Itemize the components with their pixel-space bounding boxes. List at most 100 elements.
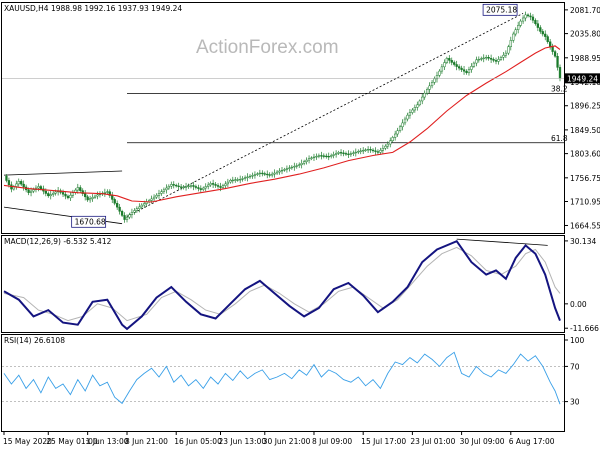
candle-body <box>307 158 311 161</box>
candle-body <box>391 137 394 141</box>
candle-body <box>349 153 353 155</box>
candle-body <box>231 179 234 182</box>
candle-body <box>120 211 124 216</box>
candle-body <box>44 190 47 194</box>
candle-body <box>197 187 200 189</box>
candle-body <box>253 174 257 176</box>
candle-body <box>278 170 281 173</box>
candle-body <box>539 27 542 32</box>
fib-level-label: 38.2 <box>551 84 568 93</box>
candle-body <box>549 41 552 48</box>
candle-body <box>91 197 94 199</box>
candle-body <box>507 46 510 54</box>
candle-body <box>480 58 483 60</box>
candle-body <box>52 192 55 195</box>
candle-body <box>29 190 33 193</box>
candle-body <box>556 55 559 68</box>
candle-body <box>111 195 114 200</box>
last-price-box <box>565 73 600 84</box>
candle-body <box>426 89 429 94</box>
candle-body <box>435 75 439 80</box>
candle-body <box>285 168 289 170</box>
candle-body <box>194 186 198 188</box>
candle-body <box>246 176 249 178</box>
candle-body <box>423 92 426 98</box>
candle-body <box>283 169 286 171</box>
candle-body <box>96 194 99 197</box>
candle-body <box>160 191 163 194</box>
candle-body <box>187 185 190 188</box>
candle-body <box>534 20 537 24</box>
macd-layer <box>3 238 561 331</box>
candle-body <box>256 173 259 175</box>
candle-body <box>445 58 448 63</box>
candle-body <box>347 153 350 155</box>
candle-body <box>305 159 308 162</box>
candle-body <box>175 184 178 187</box>
macd-y-tick-label: 0.00 <box>570 300 587 309</box>
low-label-box <box>71 215 107 228</box>
candle-body <box>337 152 340 154</box>
candle-body <box>504 52 508 56</box>
candle-body <box>546 36 549 43</box>
candle-body <box>482 57 485 59</box>
candle-body <box>327 155 330 158</box>
candle-body <box>155 195 158 198</box>
macd-y-tick-label: -11.666 <box>570 324 599 333</box>
candle-body <box>524 14 527 19</box>
candle-body <box>189 185 193 187</box>
candle-body <box>531 16 535 21</box>
candle-body <box>433 78 436 83</box>
candle-body <box>207 184 210 187</box>
macd-trend-line <box>456 238 548 246</box>
candle-body <box>519 20 522 26</box>
candle-body <box>167 185 170 189</box>
candle-body <box>118 206 121 212</box>
candle-body <box>20 181 23 185</box>
candle-body <box>211 183 215 185</box>
candle-body <box>315 155 318 158</box>
candle-body <box>172 184 175 186</box>
candle-body <box>251 175 254 177</box>
candle-body <box>502 54 505 58</box>
candle-body <box>199 188 202 190</box>
price-y-tick-label: 1988.95 <box>570 54 600 63</box>
candle-body <box>440 66 444 72</box>
candle-body <box>204 186 207 189</box>
candle-body <box>69 195 72 199</box>
candle-body <box>352 152 355 154</box>
candle-body <box>334 153 338 155</box>
candle-body <box>536 23 540 28</box>
candle-body <box>512 33 515 41</box>
candle-body <box>416 104 419 108</box>
candle-body <box>413 107 416 111</box>
candle-body <box>125 216 129 220</box>
candle-body <box>317 155 321 157</box>
candle-body <box>396 130 399 135</box>
candle-body <box>27 189 30 193</box>
candle-body <box>226 181 230 185</box>
x-tick-label: 8 Jun 21:00 <box>125 437 168 446</box>
x-tick-label: 8 Jul 09:00 <box>312 437 352 446</box>
candle-body <box>411 109 414 113</box>
rsi-y-tick-label: 30 <box>570 398 580 407</box>
candle-body <box>263 173 266 175</box>
candle-body <box>184 186 188 188</box>
price-y-tick-label: 1710.95 <box>570 197 600 206</box>
candle-body <box>81 190 84 194</box>
candle-body <box>177 185 180 188</box>
rsi-line <box>3 351 561 405</box>
candle-body <box>298 164 301 166</box>
rsi-y-tick-label: 100 <box>570 336 585 345</box>
candle-body <box>157 193 161 196</box>
last-price-label: 1949.24 <box>567 74 598 83</box>
x-tick-label: 16 Jun 05:00 <box>174 437 222 446</box>
candle-body <box>192 185 195 187</box>
macd-y-tick-label: 30.134 <box>570 237 596 246</box>
x-tick-label: 23 Jun 13:00 <box>218 437 266 446</box>
candle-body <box>455 64 458 67</box>
candle-body <box>61 192 65 195</box>
x-tick-label: 30 Jul 09:00 <box>460 437 505 446</box>
